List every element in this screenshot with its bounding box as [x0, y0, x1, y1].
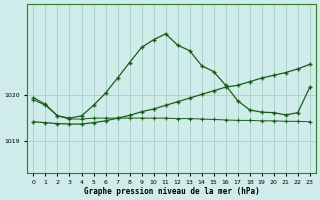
X-axis label: Graphe pression niveau de la mer (hPa): Graphe pression niveau de la mer (hPa)	[84, 187, 260, 196]
